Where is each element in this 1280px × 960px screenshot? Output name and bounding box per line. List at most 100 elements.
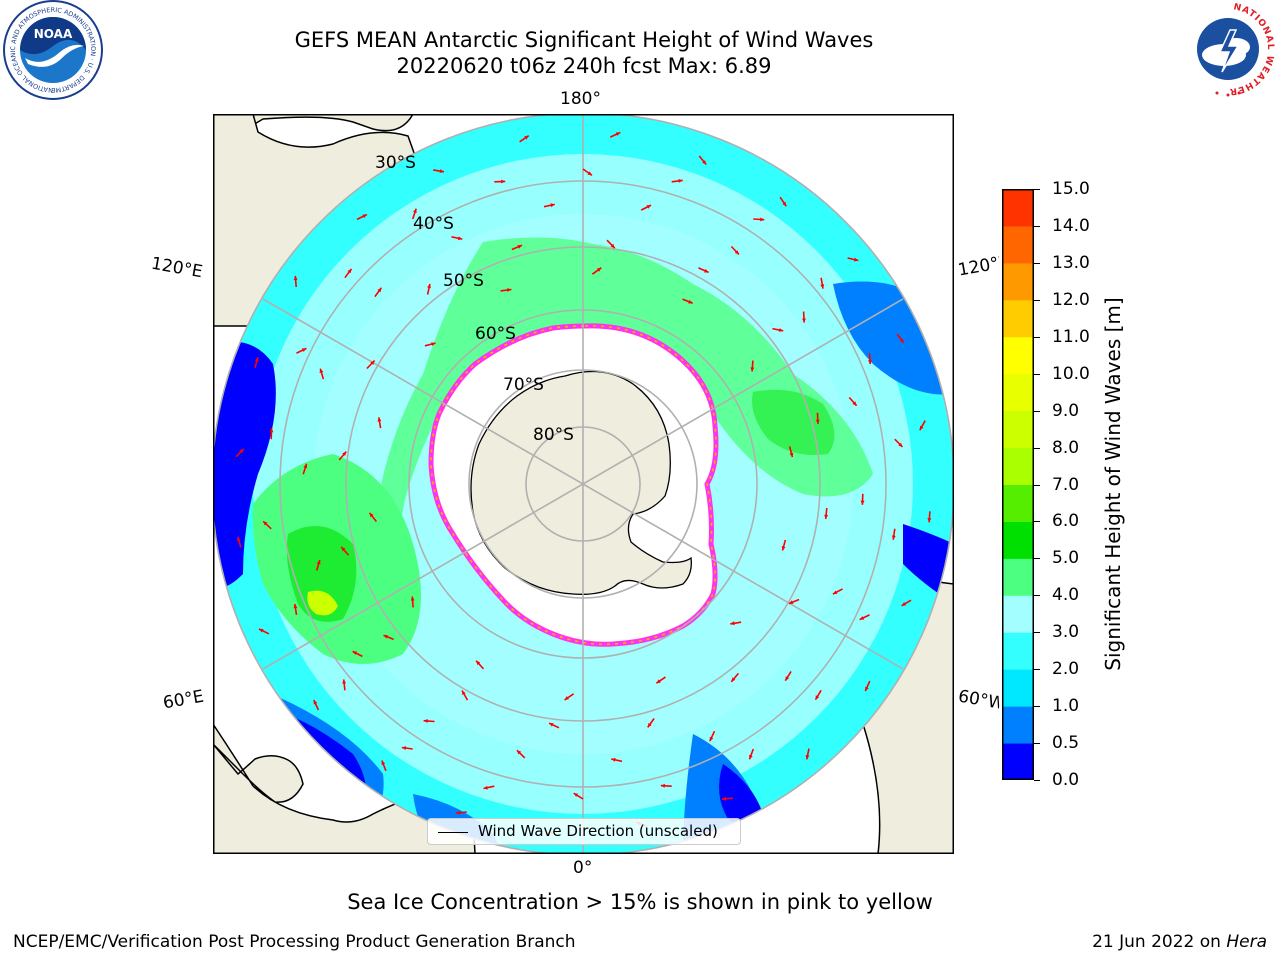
colorbar-tick-label: 8.0: [1052, 437, 1080, 458]
wave-arrow-head: [303, 463, 308, 469]
colorbar-segment: [1002, 558, 1034, 596]
lat-label-50s: 50°S: [443, 271, 484, 291]
legend-line-symbol: [438, 832, 468, 833]
wave-arrow-head: [410, 596, 415, 601]
wave-arrow-head: [859, 616, 865, 620]
colorbar-tick-mark: [1034, 558, 1040, 560]
lon-label-120w: 120°W: [956, 253, 1002, 281]
wave-arrow-head: [730, 621, 735, 626]
noaa-logo-text: NOAA: [34, 27, 73, 41]
colorbar-segment: [1002, 336, 1034, 375]
colorbar-segment: [1002, 743, 1034, 780]
graticule: [213, 114, 954, 854]
wave-arrow-head: [457, 236, 463, 241]
wave-arrow-head: [342, 679, 347, 684]
colorbar-tick-label: 4.0: [1052, 585, 1080, 606]
wave-arrow-head: [587, 171, 592, 176]
lon-label-0: 0°: [573, 858, 593, 878]
lon-label-120e: 120°E: [149, 253, 205, 283]
wave-arrow-head: [423, 719, 428, 723]
map-legend: Wind Wave Direction (unscaled): [427, 818, 741, 845]
colorbar-tick-label: 12.0: [1052, 289, 1090, 310]
colorbar-tick-label: 0.5: [1052, 733, 1080, 754]
wave-arrow-head: [802, 318, 806, 323]
wave-arrow-head: [749, 754, 753, 760]
wave-arrow-head: [377, 287, 382, 293]
footer-date: 21 Jun 2022 on Hera: [1092, 932, 1267, 952]
wave-arrow-head: [596, 267, 602, 272]
lat-label-40s: 40°S: [413, 214, 454, 234]
wave-arrow-head: [646, 205, 651, 209]
colorbar-tick-label: 0.0: [1052, 770, 1080, 790]
colorbar-tick-label: 14.0: [1052, 215, 1090, 236]
wave-arrow-head: [898, 442, 903, 447]
colorbar-tick-label: 10.0: [1052, 363, 1090, 384]
colorbar-tick-label: 11.0: [1052, 326, 1090, 347]
lon-label-60e: 60°E: [161, 686, 206, 714]
colorbar-tick-label: 13.0: [1052, 252, 1090, 273]
map-subtitle: 20220620 t06z 240h fcst Max: 6.89: [396, 54, 772, 78]
wave-arrow-head: [647, 722, 652, 728]
colorbar-tick-mark: [1034, 484, 1040, 486]
wave-arrow-head: [455, 810, 461, 815]
colorbar-segment: [1002, 706, 1034, 744]
colorbar-tick-label: 5.0: [1052, 548, 1080, 569]
colorbar-tick-label: 9.0: [1052, 400, 1080, 421]
lon-label-180: 180°: [560, 89, 601, 109]
lat-label-80s: 80°S: [533, 425, 574, 445]
colorbar-tick-label: 7.0: [1052, 474, 1080, 495]
wave-arrow-head: [370, 360, 375, 365]
wave-arrow-head: [704, 268, 709, 273]
wave-arrow-head: [431, 342, 436, 346]
wave-arrow-head: [549, 723, 554, 727]
legend-label: Wind Wave Direction (unscaled): [478, 822, 718, 840]
wave-arrow-head: [313, 700, 318, 705]
wave-arrow-head: [462, 690, 466, 695]
colorbar-tick-mark: [1034, 632, 1040, 634]
colorbar-segment: [1002, 521, 1034, 559]
colorbar-tick-mark: [1034, 706, 1040, 708]
wave-arrow-head: [362, 214, 367, 219]
colorbar-segment: [1002, 632, 1034, 670]
wave-arrow-head: [702, 160, 707, 165]
wave-arrow-head: [781, 546, 786, 551]
wave-arrow-head: [319, 368, 324, 373]
colorbar-tick-mark: [1034, 780, 1040, 781]
wave-arrow-head: [824, 514, 829, 519]
wave-arrow-head: [919, 425, 924, 431]
wave-arrow-head: [254, 357, 259, 362]
colorbar-segment: [1002, 595, 1034, 633]
map-title: GEFS MEAN Antarctic Significant Height o…: [294, 28, 874, 52]
colorbar-tick-mark: [1034, 669, 1040, 671]
colorbar-tick-mark: [1034, 225, 1040, 227]
wave-arrow-head: [760, 217, 765, 222]
wave-arrow-head: [815, 419, 820, 424]
wave-arrow-head: [293, 275, 298, 281]
colorbar-border: [1002, 189, 1034, 780]
colorbar-tick-mark: [1034, 189, 1040, 190]
colorbar-tick-mark: [1034, 262, 1040, 264]
colorbar-segment: [1002, 447, 1034, 485]
colorbar-segment: [1002, 189, 1034, 227]
wave-arrow-head: [381, 760, 386, 765]
wave-arrow-head: [517, 245, 522, 249]
wave-arrow-head: [805, 755, 810, 760]
polar-map: 30°S 40°S 50°S 60°S 70°S 80°S: [213, 114, 954, 854]
colorbar-tick-label: 15.0: [1052, 179, 1090, 199]
wave-arrow-head: [501, 179, 506, 184]
wave-arrow-head: [427, 283, 431, 289]
noaa-logo: NATIONAL OCEANIC AND ATMOSPHERIC ADMINIS…: [2, 0, 103, 100]
colorbar-tick-label: 3.0: [1052, 622, 1080, 643]
footer-date-text: 21 Jun 2022 on: [1092, 932, 1221, 952]
wave-arrow-head: [731, 677, 736, 682]
wave-arrow-head: [316, 560, 321, 565]
wave-arrow-head: [734, 250, 739, 255]
wave-arrow-head: [342, 451, 347, 456]
wave-arrow-head: [476, 660, 481, 666]
colorbar-segment: [1002, 410, 1034, 449]
colorbar-tick-label: 6.0: [1052, 511, 1080, 532]
footer-branch: NCEP/EMC/Verification Post Processing Pr…: [13, 932, 576, 952]
wave-arrow-head: [678, 179, 683, 183]
colorbar-segment: [1002, 373, 1034, 412]
wave-arrow-head: [341, 546, 346, 552]
